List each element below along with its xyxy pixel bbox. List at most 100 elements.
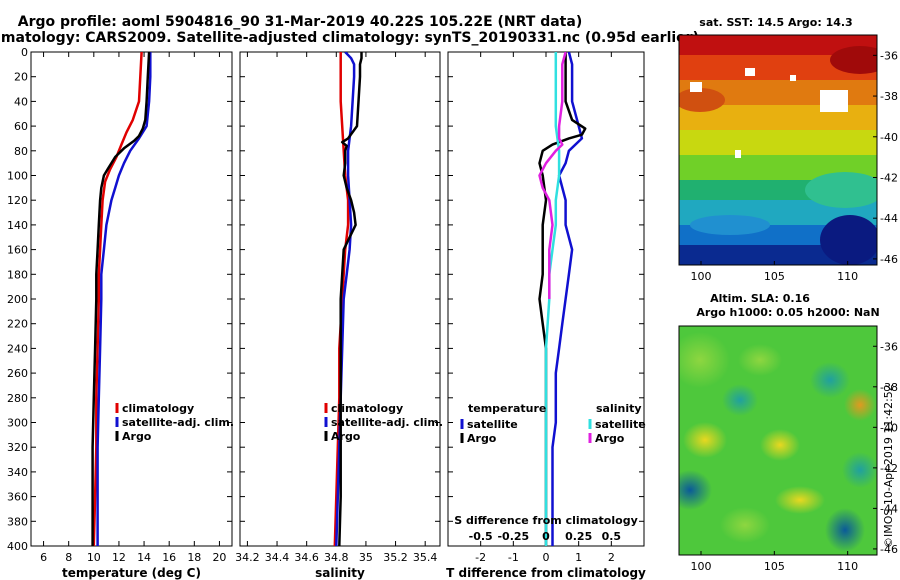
legend-label: satellite [595,418,646,431]
sst-map-frame [678,34,878,266]
x-tick-label: 100 [691,270,712,283]
legend-label: satellite-adj. clim. [331,416,443,429]
y-tick-label: 40 [14,95,28,108]
top-tick-label: 0.25 [565,530,592,543]
difference-profile-panel: -2 -1 0 1 2 T difference from climatology temp… [446,51,646,580]
x-tick-label: 10 [87,551,101,564]
y-tick-label: 340 [7,466,28,479]
series-line-satellite-adj-clim- [96,52,152,546]
x-axis-label: T difference from climatology [446,566,646,580]
sla-map-axes: 100 105 110 -36 -38 -40 -42 -44 -46 [691,340,898,573]
y-tick-label: 220 [7,318,28,331]
x-tick-label: -2 [475,551,486,564]
y-tick-label: -38 [880,381,898,394]
top-tick-label: -0.25 [497,530,529,543]
y-tick-label: 160 [7,244,28,257]
legend-title-temperature: temperature [468,402,546,415]
x-tick-label: -1 [508,551,519,564]
y-tick-label: 80 [14,145,28,158]
x-tick-label: 34.6 [294,551,319,564]
sst-map-axes: 100 105 110 -36 -38 -40 -42 -44 -46 [691,49,898,283]
legend-label: climatology [331,402,403,415]
salinity-profile-panel: 34.2 34.4 34.6 34.8 35 35.2 35.4 salinity climat… [235,51,443,580]
y-tick-label: -44 [880,502,898,515]
top-axis-label: S difference from climatology [454,514,638,527]
legend-label: Argo [331,430,361,443]
y-tick-label: 120 [7,194,28,207]
top-tick-label: 0.5 [602,530,622,543]
legend-label: satellite [467,418,518,431]
series-line-salinity-satellite [544,52,561,546]
top-tick-label: -0.5 [469,530,493,543]
y-tick-label: -44 [880,212,898,225]
series-line-climatology [92,52,143,546]
y-tick-label: -46 [880,253,898,266]
y-tick-label: 360 [7,491,28,504]
y-tick-label: 180 [7,268,28,281]
x-tick-label: 35 [359,551,373,564]
y-tick-label: 100 [7,170,28,183]
y-tick-label: -40 [880,131,898,144]
imos-credit: ©IMOS 10-Apr-2019 11:42:52 [882,384,895,548]
y-tick-label: 400 [7,540,28,553]
y-tick-label: 300 [7,417,28,430]
x-tick-label: 1 [575,551,582,564]
series-group [333,52,363,546]
y-tick-label: 20 [14,71,28,84]
y-tick-label: 200 [7,293,28,306]
legend-label: satellite-adj. clim. [122,416,234,429]
legend-title-salinity: salinity [596,402,642,415]
y-tick-label: 140 [7,219,28,232]
y-tick-label: -42 [880,462,898,475]
series-line-salinity-argo [538,52,567,299]
x-tick-label: 18 [187,551,201,564]
x-axis-label: temperature (deg C) [62,566,201,580]
y-tick-label: 380 [7,515,28,528]
y-tick-label: -36 [880,340,898,353]
x-tick-label: 2 [608,551,615,564]
series-group [91,52,152,546]
sla-map-title-line1: Altim. SLA: 0.16 [710,292,810,305]
x-tick-label: 35.4 [413,551,438,564]
y-tick-label: 320 [7,441,28,454]
x-tick-label: 16 [162,551,176,564]
legend-label: Argo [467,432,497,445]
y-tick-label: 240 [7,342,28,355]
series-line-climatology [333,52,350,546]
panel-frame [30,51,233,547]
x-tick-label: 100 [691,560,712,573]
x-tick-label: 105 [764,560,785,573]
x-tick-label: 34.8 [324,551,349,564]
sst-map [679,35,877,265]
y-tick-label: -42 [880,171,898,184]
y-tick-label: -38 [880,90,898,103]
sla-map-title-line2: Argo h1000: 0.05 h2000: NaN [696,306,879,319]
x-tick-label: 0 [543,551,550,564]
sla-map [679,326,877,555]
x-axis-label: salinity [315,566,365,580]
top-tick-label: 0 [542,530,550,543]
sst-map-title: sat. SST: 14.5 Argo: 14.3 [699,16,852,29]
x-tick-label: 110 [837,560,858,573]
series-line-temperature-satellite [551,52,584,546]
legend-label: Argo [122,430,152,443]
x-tick-label: 35.2 [383,551,408,564]
x-tick-label: 6 [40,551,47,564]
figure-title-line1: Argo profile: aoml 5904816_90 31-Mar-201… [18,14,582,30]
y-tick-label: 260 [7,367,28,380]
legend-label: Argo [595,432,625,445]
x-tick-label: 105 [764,270,785,283]
series-group [538,52,587,546]
y-tick-label: -40 [880,421,898,434]
figure-title-line2: Climatology: CARS2009. Satellite-adjuste… [0,30,699,46]
y-tick-label: 280 [7,392,28,405]
x-tick-label: 12 [112,551,126,564]
y-tick-label: 0 [21,46,28,59]
series-line-argo [338,52,363,546]
sla-map-frame [678,325,878,556]
x-tick-label: 34.2 [235,551,260,564]
x-tick-label: 8 [65,551,72,564]
legend-label: climatology [122,402,194,415]
y-tick-label: -46 [880,543,898,556]
